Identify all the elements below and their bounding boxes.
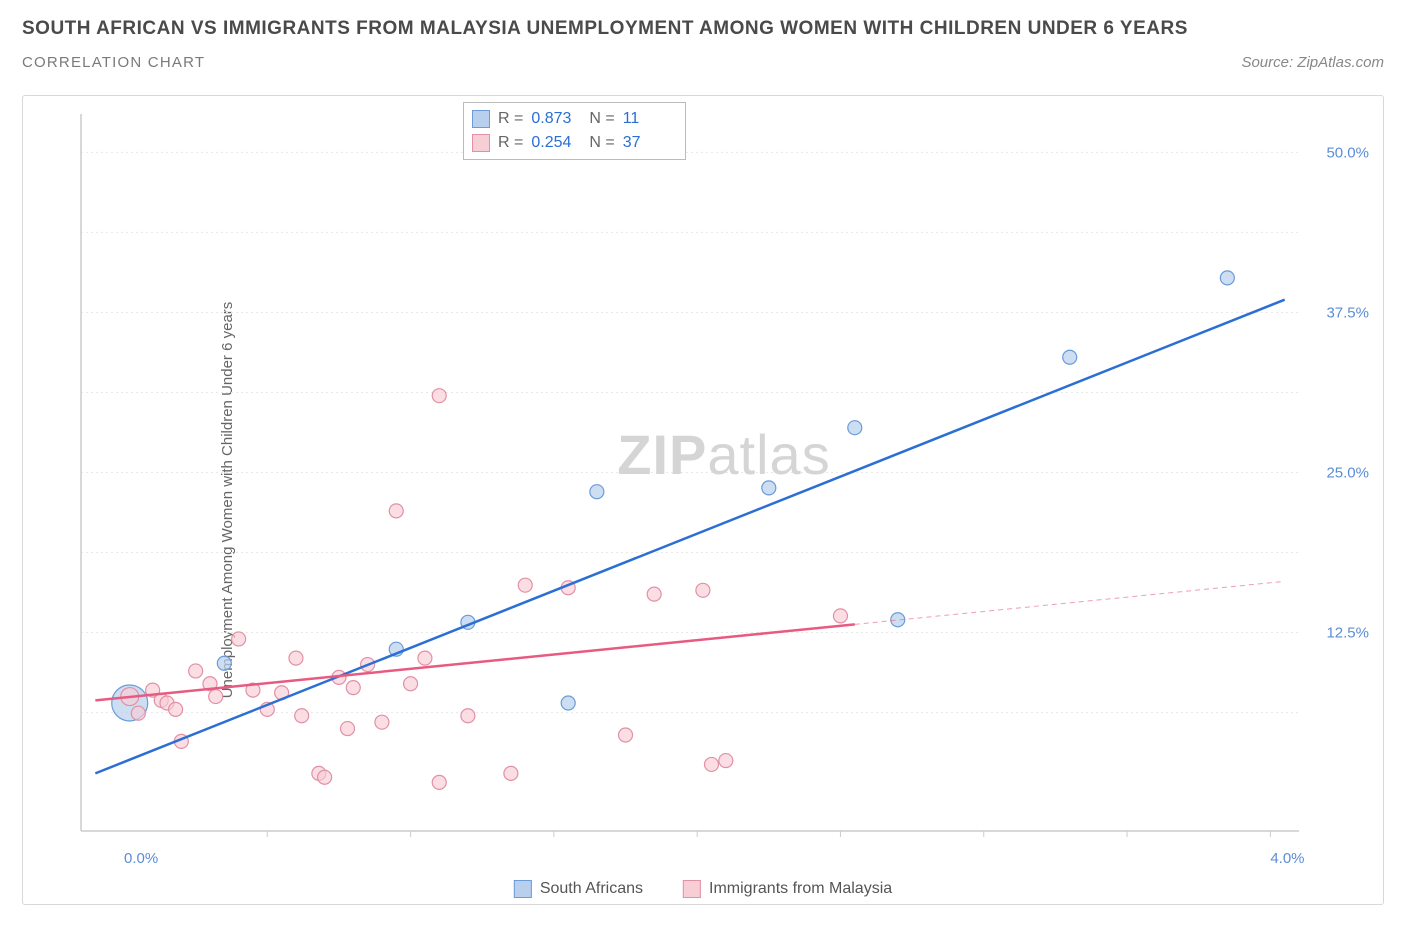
stat-value-n-my: 37	[623, 131, 673, 155]
swatch-blue	[514, 880, 532, 898]
source-label: Source: ZipAtlas.com	[1241, 54, 1384, 71]
chart-subtitle: CORRELATION CHART	[22, 54, 205, 71]
legend-item-sa: South Africans	[514, 880, 643, 898]
legend-label-my: Immigrants from Malaysia	[709, 880, 892, 898]
stat-label-n: N =	[589, 107, 614, 131]
stat-value-n-sa: 11	[623, 107, 673, 131]
chart-title: SOUTH AFRICAN VS IMMIGRANTS FROM MALAYSI…	[22, 18, 1384, 40]
header: SOUTH AFRICAN VS IMMIGRANTS FROM MALAYSI…	[0, 0, 1406, 77]
svg-text:4.0%: 4.0%	[1270, 850, 1304, 867]
stats-legend-box: R = 0.873 N = 11 R = 0.254 N = 37	[463, 102, 686, 160]
bottom-legend: South Africans Immigrants from Malaysia	[514, 880, 892, 898]
chart-container: Unemployment Among Women with Children U…	[22, 95, 1384, 905]
legend-item-my: Immigrants from Malaysia	[683, 880, 892, 898]
stat-label-r: R =	[498, 131, 523, 155]
stat-label-n: N =	[589, 131, 614, 155]
legend-label-sa: South Africans	[540, 880, 643, 898]
scatter-plot: ZIPatlas 12.5% 25.0% 37.5% 50.0% 0.0% 4.0%	[71, 104, 1377, 869]
swatch-pink	[683, 880, 701, 898]
watermark: ZIPatlas	[617, 423, 830, 486]
stat-value-r-my: 0.254	[531, 131, 581, 155]
svg-text:12.5%: 12.5%	[1326, 625, 1369, 642]
svg-text:25.0%: 25.0%	[1326, 465, 1369, 482]
svg-text:0.0%: 0.0%	[124, 850, 158, 867]
svg-text:50.0%: 50.0%	[1326, 144, 1369, 161]
svg-text:37.5%: 37.5%	[1326, 304, 1369, 321]
swatch-blue	[472, 110, 490, 128]
stat-label-r: R =	[498, 107, 523, 131]
stats-row-sa: R = 0.873 N = 11	[472, 107, 673, 131]
stats-row-my: R = 0.254 N = 37	[472, 131, 673, 155]
stat-value-r-sa: 0.873	[531, 107, 581, 131]
swatch-pink	[472, 134, 490, 152]
